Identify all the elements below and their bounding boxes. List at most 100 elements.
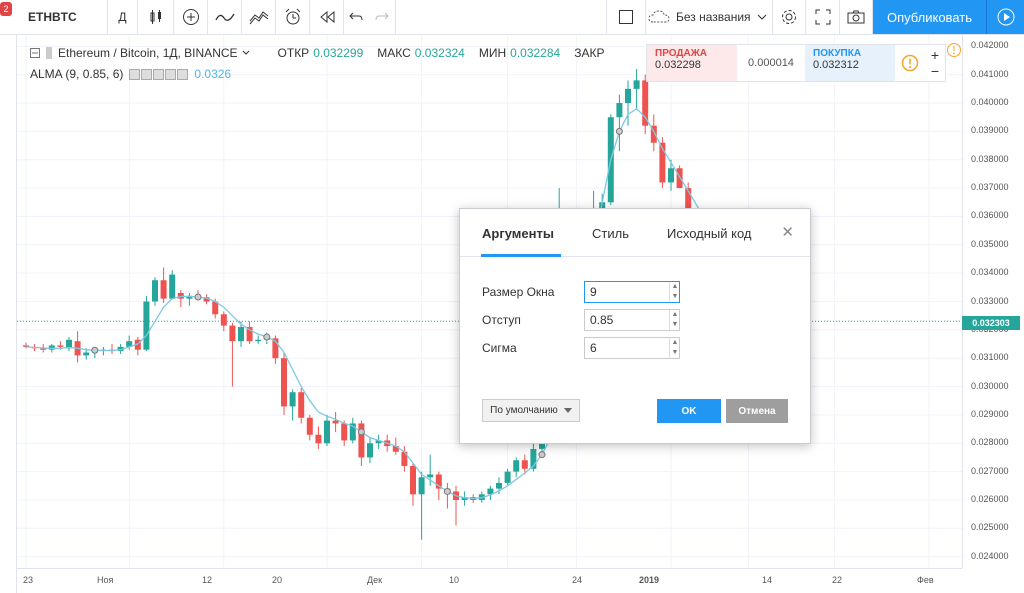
candle (427, 474, 434, 478)
time-axis[interactable]: 23 Ноя 12 20 Дек 10 24 2019 14 22 Фев (17, 568, 962, 593)
candle (57, 345, 64, 347)
chart-style-button[interactable] (138, 0, 174, 34)
chevron-down-icon[interactable]: ▼ (669, 320, 680, 330)
time-tick-label: 24 (572, 575, 583, 585)
tab-arguments[interactable]: Аргументы (482, 226, 554, 241)
candle (272, 338, 279, 359)
candle (676, 168, 683, 189)
interval-button[interactable]: Д (108, 0, 138, 34)
symbol-description[interactable]: Ethereum / Bitcoin, 1Д, BINANCE (58, 46, 238, 60)
symbol-bar-icon (46, 47, 52, 59)
stream-button[interactable] (986, 0, 1024, 34)
minus-icon[interactable]: − (930, 63, 940, 79)
indicator-wave-icon (214, 13, 235, 21)
layout-button[interactable] (606, 0, 646, 34)
sell-button[interactable]: ПРОДАЖА 0.032298 (647, 45, 737, 81)
price-tick-label: 0.029000 (971, 408, 1009, 419)
candle (306, 417, 313, 435)
candle (461, 497, 468, 500)
snapshot-button[interactable] (840, 0, 873, 34)
indicators-button[interactable] (208, 0, 242, 34)
gear-icon[interactable] (141, 68, 153, 80)
warning-icon[interactable] (946, 42, 962, 58)
templates-icon (249, 11, 268, 25)
alma-marker (263, 333, 271, 341)
plus-icon[interactable]: + (930, 47, 940, 63)
study-value: 0.0326 (194, 67, 232, 81)
cancel-button[interactable]: Отмена (726, 399, 788, 423)
price-tick-label: 0.039000 (971, 125, 1009, 136)
ok-button[interactable]: OK (657, 399, 721, 423)
candle (401, 451, 408, 466)
add-comparison-button[interactable] (174, 0, 208, 34)
notification-badge[interactable]: 2 (0, 2, 12, 16)
chevron-down-icon (757, 14, 766, 20)
offset-input[interactable]: 0.85 (584, 309, 680, 331)
study-name[interactable]: ALMA (9, 0.85, 6) (30, 67, 124, 81)
price-axis[interactable]: 0.042000 0.041000 0.040000 0.039000 0.038000… (962, 35, 1024, 568)
window-size-input[interactable]: 9 (584, 281, 680, 303)
collapse-icon[interactable] (30, 48, 40, 58)
candle (169, 274, 176, 299)
replay-button[interactable] (310, 0, 344, 34)
sigma-stepper[interactable]: ▲ ▼ (669, 338, 680, 358)
price-tick-label: 0.025000 (971, 522, 1009, 533)
candle (341, 423, 348, 441)
square-icon (619, 10, 633, 24)
price-tick-label: 0.041000 (971, 68, 1009, 79)
buy-button[interactable]: ПОКУПКА 0.032312 (805, 45, 895, 81)
candle (152, 280, 158, 302)
defaults-dropdown[interactable]: По умолчанию (482, 399, 580, 422)
chevron-down-icon[interactable] (242, 50, 250, 56)
plus-icon[interactable] (165, 68, 177, 80)
chevron-up-icon[interactable]: ▲ (669, 310, 680, 320)
candle (410, 465, 416, 495)
alma-marker (443, 487, 451, 495)
alarm-clock-icon (285, 8, 300, 25)
candle (134, 339, 141, 350)
window-size-row: Размер Окна 9 ▲ ▼ (482, 281, 802, 303)
play-circle-icon (997, 8, 1014, 26)
candle (238, 327, 244, 342)
price-tick-label: 0.038000 (971, 153, 1009, 164)
price-tick-label: 0.037000 (971, 182, 1009, 193)
redo-button[interactable] (368, 0, 396, 34)
offset-stepper[interactable]: ▲ ▼ (669, 310, 680, 330)
templates-button[interactable] (242, 0, 276, 34)
publish-button[interactable]: Опубликовать (873, 0, 986, 34)
sigma-input[interactable]: 6 (584, 337, 680, 359)
eye-icon[interactable] (129, 68, 141, 80)
chevron-down-icon[interactable]: ▼ (669, 292, 680, 302)
candle (367, 443, 373, 458)
chevron-up-icon[interactable]: ▲ (669, 282, 680, 292)
alert-button[interactable] (276, 0, 310, 34)
quantity-stepper[interactable]: + − (925, 45, 945, 81)
tab-source-code[interactable]: Исходный код (667, 226, 752, 241)
candle (521, 460, 528, 469)
candle (418, 477, 425, 495)
price-tick-label: 0.034000 (971, 267, 1009, 278)
time-tick-label: 2019 (639, 575, 660, 585)
broker-warning-button[interactable] (895, 45, 925, 81)
sell-price: 0.032298 (655, 59, 701, 71)
settings-button[interactable] (772, 0, 806, 34)
close-icon[interactable]: ✕ (781, 224, 794, 241)
more-icon[interactable] (177, 68, 189, 80)
close-icon[interactable] (153, 68, 165, 80)
candle (324, 420, 330, 444)
fullscreen-button[interactable] (806, 0, 840, 34)
chevron-up-icon[interactable]: ▲ (669, 338, 680, 348)
tab-style[interactable]: Стиль (592, 226, 629, 241)
chart-name: Без названия (676, 10, 751, 24)
symbol-search-button[interactable]: ETHBTC (16, 0, 108, 34)
undo-button[interactable] (344, 0, 368, 34)
candles-icon (150, 10, 161, 24)
active-tab-indicator (481, 254, 561, 257)
time-tick-label: Ноя (97, 575, 114, 585)
alma-marker (538, 451, 546, 459)
candle (642, 80, 649, 126)
chevron-down-icon[interactable]: ▼ (669, 348, 680, 358)
candle (633, 80, 640, 89)
chart-name-menu[interactable]: Без названия (646, 0, 772, 34)
window-size-stepper[interactable]: ▲ ▼ (669, 282, 680, 302)
